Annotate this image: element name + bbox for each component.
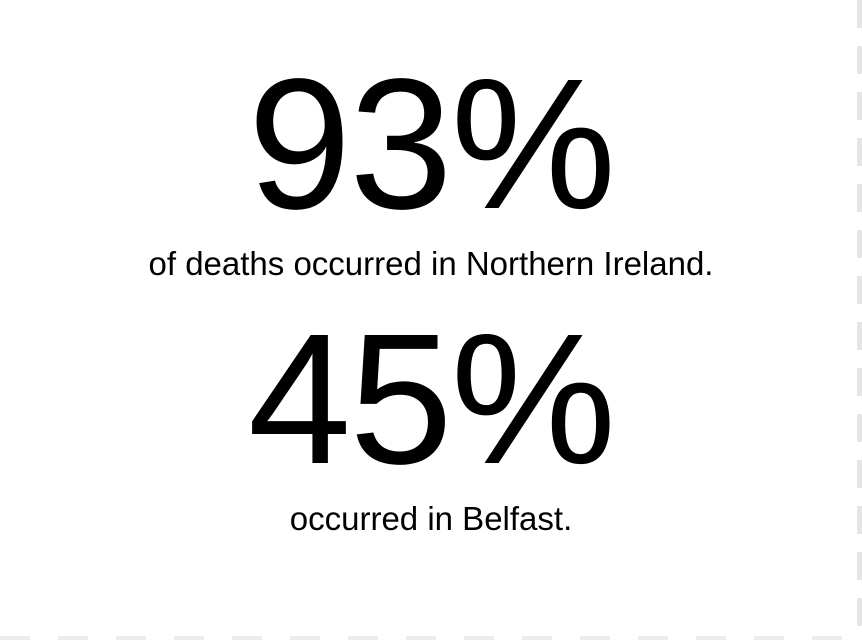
right-edge-divider [857,0,862,640]
stat-caption-belfast: occurred in Belfast. [289,500,573,537]
stat-value-belfast: 45% [247,296,616,503]
stat-caption-northern-ireland: of deaths occurred in Northern Ireland. [148,245,714,282]
bottom-edge-divider [0,636,862,640]
stat-value-northern-ireland: 93% [247,41,616,248]
